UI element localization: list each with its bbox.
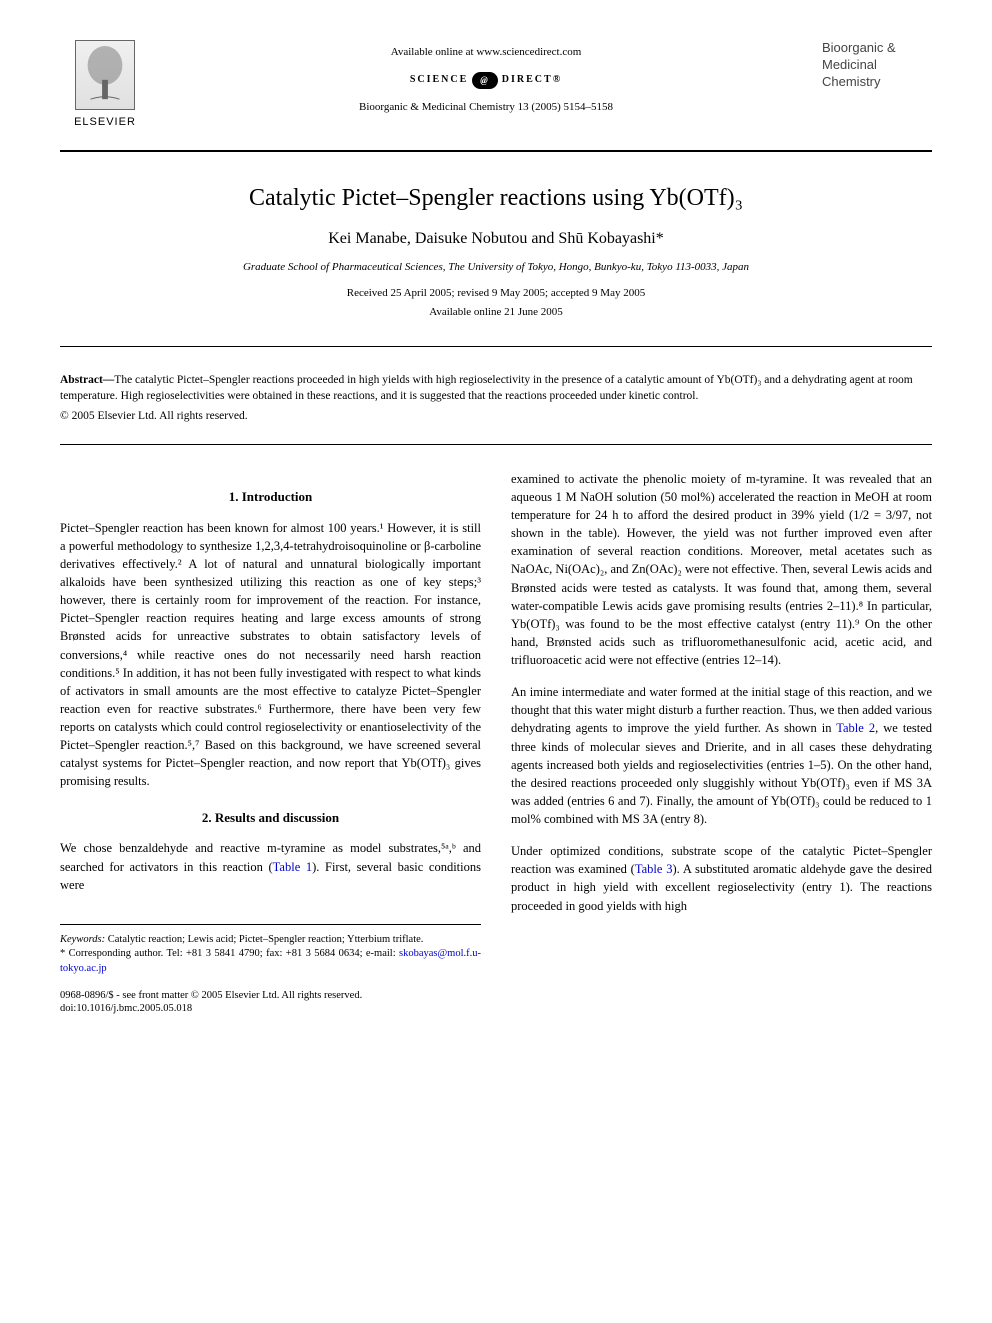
results-heading: 2. Results and discussion [60, 809, 481, 828]
doi-text: doi:10.1016/j.bmc.2005.05.018 [60, 1002, 481, 1016]
sd-left: SCIENCE [410, 73, 468, 87]
col2-paragraph-3: Under optimized conditions, substrate sc… [511, 842, 932, 915]
right-column: examined to activate the phenolic moiety… [511, 470, 932, 1016]
col2-paragraph-2: An imine intermediate and water formed a… [511, 683, 932, 828]
article-affiliation: Graduate School of Pharmaceutical Scienc… [60, 260, 932, 275]
abstract-block: Abstract—The catalytic Pictet–Spengler r… [60, 372, 932, 424]
doi-block: 0968-0896/$ - see front matter © 2005 El… [60, 989, 481, 1016]
front-matter-text: 0968-0896/$ - see front matter © 2005 El… [60, 989, 481, 1003]
corresponding-author: * Corresponding author. Tel: +81 3 5841 … [60, 947, 481, 976]
left-column: 1. Introduction Pictet–Spengler reaction… [60, 470, 481, 1016]
article-title: Catalytic Pictet–Spengler reactions usin… [60, 182, 932, 216]
table-1-link[interactable]: Table 1 [273, 860, 312, 874]
abstract-text: The catalytic Pictet–Spengler reactions … [60, 374, 913, 402]
col2-p2-b: , we tested three kinds of molecular sie… [511, 721, 932, 826]
keywords-text: Catalytic reaction; Lewis acid; Pictet–S… [105, 934, 423, 945]
article-authors: Kei Manabe, Daisuke Nobutou and Shū Koba… [60, 228, 932, 250]
col2-paragraph-1: examined to activate the phenolic moiety… [511, 470, 932, 669]
intro-heading: 1. Introduction [60, 488, 481, 507]
journal-title: Bioorganic & Medicinal Chemistry [822, 40, 932, 91]
table-2-link[interactable]: Table 2 [836, 721, 875, 735]
journal-reference: Bioorganic & Medicinal Chemistry 13 (200… [150, 100, 822, 115]
elsevier-tree-icon [75, 40, 135, 110]
abstract-copyright: © 2005 Elsevier Ltd. All rights reserved… [60, 408, 932, 424]
abstract-bottom-rule [60, 444, 932, 445]
science-direct-logo: SCIENCE @ DIRECT® [376, 70, 596, 90]
article-dates-available: Available online 21 June 2005 [60, 305, 932, 320]
journal-title-line3: Chemistry [822, 74, 932, 91]
footnotes-block: Keywords: Catalytic reaction; Lewis acid… [60, 924, 481, 977]
journal-title-line1: Bioorganic & [822, 40, 932, 57]
abstract-label: Abstract— [60, 374, 114, 386]
sd-right: DIRECT® [502, 73, 562, 87]
header-rule [60, 150, 932, 152]
results-paragraph-1: We chose benzaldehyde and reactive m-tyr… [60, 839, 481, 893]
publisher-logo: ELSEVIER [60, 40, 150, 130]
header-center: Available online at www.sciencedirect.co… [150, 40, 822, 116]
available-online-text: Available online at www.sciencedirect.co… [150, 45, 822, 60]
keywords-label: Keywords: [60, 934, 105, 945]
corresponding-text: * Corresponding author. Tel: +81 3 5841 … [60, 948, 399, 959]
table-3-link[interactable]: Table 3 [635, 862, 673, 876]
intro-paragraph-1: Pictet–Spengler reaction has been known … [60, 519, 481, 791]
body-columns: 1. Introduction Pictet–Spengler reaction… [60, 470, 932, 1016]
article-dates-received: Received 25 April 2005; revised 9 May 20… [60, 286, 932, 301]
journal-title-line2: Medicinal [822, 57, 932, 74]
abstract-top-rule [60, 346, 932, 347]
page-header: ELSEVIER Available online at www.science… [60, 40, 932, 130]
publisher-name: ELSEVIER [60, 115, 150, 130]
sd-badge-icon: @ [472, 72, 498, 89]
